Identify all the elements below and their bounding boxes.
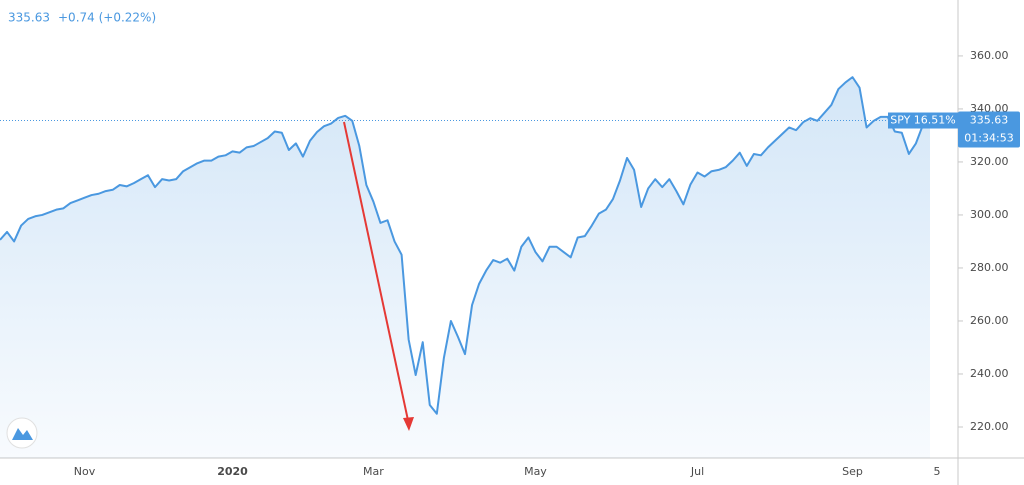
- annotation-arrow: [343, 121, 410, 426]
- last-price: 335.63: [8, 11, 50, 25]
- price-change: +0.74 (+0.22%): [58, 11, 156, 25]
- plot: [0, 76, 931, 458]
- y-tick-label: 300.00: [970, 208, 1009, 221]
- x-tick-label: Sep: [842, 465, 863, 478]
- x-tick-label: Jul: [690, 465, 704, 478]
- arrow-head: [403, 417, 414, 431]
- price-line: [0, 76, 931, 415]
- y-tick-label: 320.00: [970, 155, 1009, 168]
- x-tick-label: 2020: [217, 465, 248, 478]
- countdown: 01:34:53: [964, 132, 1013, 145]
- change-badge: [888, 112, 958, 129]
- y-tick-label: 220.00: [970, 420, 1009, 433]
- x-tick-label: May: [524, 465, 547, 478]
- logo: [6, 417, 38, 449]
- x-tick-label: Nov: [74, 465, 96, 478]
- price-label: 335.63: [970, 114, 1009, 127]
- area-fill: [0, 77, 930, 458]
- change-label: SPY 16.51%: [890, 114, 956, 127]
- x-tick-label: Mar: [363, 465, 384, 478]
- y-tick-label: 280.00: [970, 261, 1009, 274]
- x-tick-label: 5: [934, 465, 941, 478]
- y-tick-label: 360.00: [970, 49, 1009, 62]
- y-tick-label: 260.00: [970, 314, 1009, 327]
- price-badge: [958, 111, 1020, 148]
- y-tick-label: 240.00: [970, 367, 1009, 380]
